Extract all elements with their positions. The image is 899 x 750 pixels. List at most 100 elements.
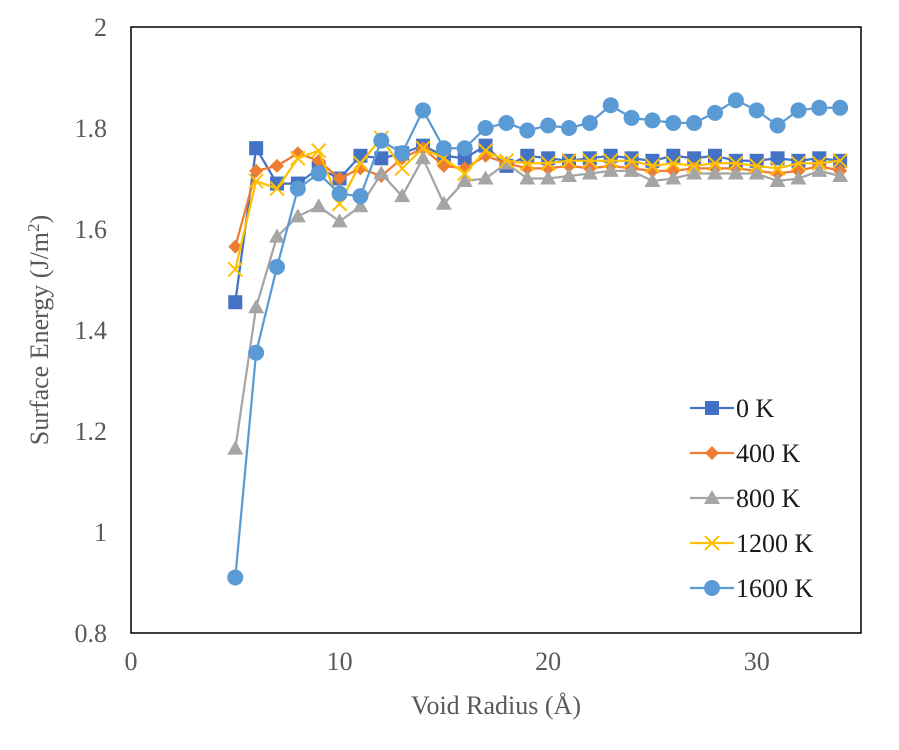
data-point-0-k — [603, 148, 618, 163]
data-point-800-k — [581, 165, 598, 180]
data-point-1600-k — [435, 140, 452, 157]
data-point-1600-k — [623, 109, 640, 126]
data-point-800-k — [394, 188, 411, 203]
data-point-800-k — [435, 195, 452, 210]
data-point-1200-k-stroke-b — [707, 155, 723, 172]
data-point-400-k — [520, 161, 535, 176]
data-point-1200-k — [290, 150, 306, 167]
data-point-0-k — [249, 141, 264, 156]
data-point-1200-k-stroke-b — [749, 158, 765, 174]
data-point-1600-k — [602, 97, 619, 114]
data-point-1200-k-stroke-b — [686, 158, 702, 174]
data-point-1200-k — [707, 155, 723, 172]
data-point-1200-k — [540, 155, 556, 172]
y-tick-label: 1.8 — [75, 114, 108, 143]
data-point-400-k — [332, 171, 347, 186]
data-point-800-k — [373, 165, 390, 180]
data-point-1600-k — [665, 114, 682, 131]
legend-label: 800 K — [736, 484, 801, 513]
legend-marker — [704, 580, 720, 596]
data-point-1200-k-stroke-b — [665, 155, 681, 172]
data-point-1200-k — [248, 173, 264, 189]
data-point-800-k — [415, 150, 431, 165]
data-point-800-k — [227, 440, 244, 455]
data-point-1200-k-stroke-b — [311, 143, 327, 159]
data-point-1200-k — [769, 160, 786, 177]
data-point-1200-k — [561, 153, 577, 169]
data-point-1200-k — [498, 153, 515, 169]
data-point-1200-k-stroke-b — [498, 153, 515, 169]
data-point-1200-k-stroke-b — [227, 261, 243, 278]
data-point-400-k — [645, 163, 660, 178]
y-axis-title-superscript: 2 — [24, 223, 43, 232]
data-point-1600-k — [373, 132, 390, 149]
data-point-0-k — [749, 153, 764, 168]
data-point-1600-k — [498, 114, 515, 131]
data-point-1200-k — [227, 261, 243, 278]
data-point-800-k — [540, 170, 557, 185]
data-point-1200-k — [477, 143, 494, 159]
data-point-1200-k — [582, 153, 598, 169]
data-point-1200-k-stroke-b — [790, 155, 807, 172]
data-point-800-k — [665, 170, 682, 185]
data-point-1200-k — [603, 153, 619, 169]
legend-label: 400 K — [736, 439, 801, 468]
data-point-800-k — [477, 170, 494, 185]
data-point-1600-k — [707, 104, 723, 121]
data-point-1600-k — [248, 344, 265, 361]
data-point-1600-k — [394, 145, 411, 162]
x-tick-label: 10 — [327, 647, 353, 676]
y-axis-title: Surface Energy (J/m2) — [24, 215, 54, 445]
data-point-800-k — [644, 173, 661, 188]
data-point-1600-k — [456, 140, 473, 157]
data-point-800-k — [727, 165, 744, 180]
data-point-1600-k — [811, 99, 828, 116]
legend-entry-1600-k: 1600 K — [690, 574, 814, 603]
data-point-1600-k — [832, 99, 849, 116]
data-point-800-k — [769, 173, 786, 188]
data-point-800-k — [456, 173, 473, 188]
data-point-1200-k — [311, 143, 327, 159]
legend-marker-stroke-b — [704, 535, 720, 551]
data-point-1200-k — [269, 180, 285, 197]
data-point-0-k — [520, 148, 535, 163]
data-point-1200-k — [644, 158, 661, 174]
x-tick-label: 0 — [125, 647, 138, 676]
data-point-1200-k — [749, 158, 765, 174]
data-point-0-k — [228, 295, 243, 310]
legend-entry-0-k: 0 K — [690, 394, 775, 423]
data-point-1200-k — [832, 153, 848, 169]
data-point-1200-k-stroke-b — [644, 158, 661, 174]
data-point-1200-k — [728, 155, 744, 172]
y-axis-title-main: Surface Energy (J/m — [25, 232, 54, 445]
data-point-400-k — [270, 158, 284, 173]
data-point-800-k — [561, 167, 577, 182]
data-point-1200-k-stroke-b — [290, 150, 306, 167]
data-point-1600-k — [227, 569, 244, 586]
data-point-400-k — [249, 163, 264, 178]
data-point-800-k — [269, 228, 285, 243]
data-point-1200-k — [665, 155, 681, 172]
data-point-800-k — [602, 162, 619, 177]
data-point-1600-k — [561, 120, 577, 136]
data-point-1200-k-stroke-b — [582, 153, 598, 169]
data-point-800-k — [832, 167, 849, 182]
data-point-1600-k — [352, 188, 369, 205]
data-point-1600-k — [331, 185, 348, 202]
data-point-1200-k — [457, 165, 473, 182]
data-point-1600-k — [748, 102, 765, 119]
legend-marker — [705, 401, 719, 415]
data-point-1600-k — [310, 165, 327, 182]
legend-marker — [705, 446, 719, 460]
data-point-800-k — [623, 162, 640, 177]
data-point-400-k — [562, 158, 576, 173]
data-point-1200-k — [686, 158, 702, 174]
data-point-800-k — [790, 170, 807, 185]
legend-label: 1200 K — [736, 529, 814, 558]
data-point-800-k — [707, 165, 723, 180]
data-point-1200-k-stroke-b — [561, 153, 577, 169]
data-point-1200-k-stroke-b — [352, 155, 369, 172]
data-point-0-k — [708, 148, 722, 163]
series-1600-k — [227, 92, 849, 586]
